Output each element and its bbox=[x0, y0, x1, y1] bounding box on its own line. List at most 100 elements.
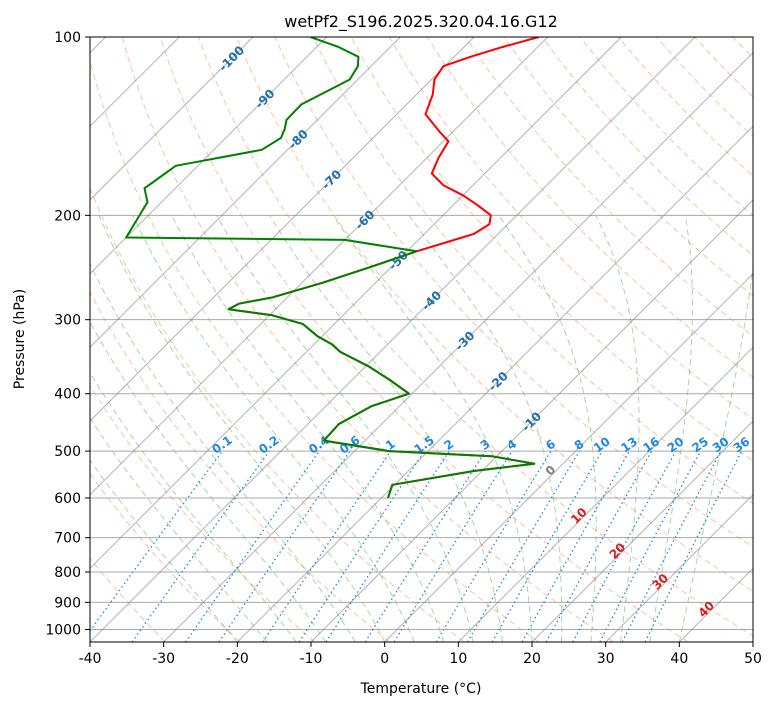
y-tick-label: 1000 bbox=[45, 622, 81, 638]
dry-adiabat bbox=[159, 37, 689, 642]
isotherm-line bbox=[90, 37, 401, 349]
mixing-ratio-line bbox=[599, 450, 702, 642]
moist-adiabat bbox=[98, 215, 386, 642]
moist-adiabat bbox=[649, 215, 693, 642]
isotherm-line bbox=[531, 420, 753, 642]
dry-adiabat bbox=[121, 37, 614, 642]
x-tick-label: 40 bbox=[670, 651, 688, 667]
mixing-ratio-label: 13 bbox=[618, 434, 640, 455]
isotherm-line bbox=[90, 37, 622, 570]
dry-adiabat bbox=[732, 37, 753, 59]
mixing-ratio-label: 25 bbox=[689, 434, 711, 455]
x-tick-label: -40 bbox=[79, 651, 102, 667]
x-tick-label: 0 bbox=[380, 651, 389, 667]
y-tick-label: 800 bbox=[54, 565, 81, 581]
moist-adiabat bbox=[216, 215, 474, 642]
x-tick-label: -30 bbox=[152, 651, 175, 667]
mixing-ratio-line bbox=[325, 450, 450, 642]
dry-adiabat bbox=[90, 59, 540, 642]
mixing-ratio-line bbox=[572, 450, 677, 642]
x-tick-label: 50 bbox=[744, 651, 762, 667]
dry-adiabat bbox=[388, 37, 753, 420]
isotherm-line bbox=[90, 37, 696, 642]
dry-adiabat bbox=[503, 37, 753, 297]
chart-title: wetPf2_S196.2025.320.04.16.G12 bbox=[284, 12, 558, 32]
moist-adiabat bbox=[171, 215, 445, 642]
dry-adiabat bbox=[236, 37, 753, 592]
isotherm-line bbox=[236, 125, 753, 642]
y-tick-label: 700 bbox=[54, 531, 81, 547]
y-axis-label: Pressure (hPa) bbox=[12, 289, 28, 389]
x-tick-label: -20 bbox=[226, 651, 249, 667]
moist-adiabat bbox=[678, 263, 753, 642]
y-tick-label: 600 bbox=[54, 491, 81, 507]
isotherm-line bbox=[90, 37, 549, 496]
mixing-ratio-label: 3 bbox=[478, 437, 493, 453]
isotherm-line bbox=[310, 199, 753, 642]
dry-adiabat bbox=[312, 37, 753, 505]
mixing-ratio-line bbox=[466, 450, 580, 642]
warm-isotherm-label: 20 bbox=[607, 540, 629, 562]
plot-frame bbox=[89, 36, 754, 643]
moist-adiabat bbox=[269, 215, 503, 642]
isotherm-line bbox=[678, 567, 753, 642]
mixing-ratio-line bbox=[435, 450, 552, 642]
moist-adiabat bbox=[332, 215, 533, 642]
dry-adiabat bbox=[274, 37, 753, 548]
isotherm-line bbox=[384, 272, 753, 642]
mixing-ratio-label: 10 bbox=[591, 434, 613, 455]
dry-adiabat bbox=[90, 291, 390, 642]
x-tick-label: 30 bbox=[597, 651, 615, 667]
mixing-ratio-line bbox=[364, 450, 486, 642]
mixing-ratio-label: 6 bbox=[543, 437, 558, 453]
moist-adiabat bbox=[90, 262, 356, 642]
y-tick-label: 400 bbox=[54, 387, 81, 403]
moist-adiabat bbox=[90, 371, 297, 642]
dry-adiabat bbox=[350, 37, 753, 462]
x-tick-label: -10 bbox=[300, 651, 323, 667]
dry-adiabat bbox=[465, 37, 753, 338]
dry-adiabat bbox=[90, 472, 241, 642]
mixing-ratio-label: 4 bbox=[504, 437, 519, 453]
y-tick-label: 100 bbox=[54, 30, 81, 46]
dry-adiabat bbox=[694, 37, 753, 98]
dry-adiabat bbox=[90, 186, 465, 642]
y-tick-label: 500 bbox=[54, 444, 81, 460]
mixing-ratio-label: 0.2 bbox=[256, 433, 281, 457]
x-tick-label: 10 bbox=[449, 651, 467, 667]
moist-adiabat bbox=[408, 215, 563, 642]
mixing-ratio-label: 20 bbox=[665, 434, 687, 455]
isotherm-line bbox=[605, 493, 753, 642]
moist-adiabat bbox=[595, 215, 640, 642]
mixing-ratio-line bbox=[185, 450, 320, 642]
isotherm-line bbox=[163, 51, 753, 642]
x-axis-label: Temperature (°C) bbox=[360, 681, 482, 697]
moist-adiabat bbox=[90, 417, 268, 642]
mixing-ratio-label: 2 bbox=[442, 437, 457, 453]
mixing-ratio-line bbox=[644, 450, 743, 642]
isotherm-line bbox=[752, 641, 753, 642]
mixing-ratio-label: 36 bbox=[731, 434, 753, 455]
moist-adiabat bbox=[90, 321, 327, 642]
mixing-ratio-line bbox=[298, 450, 425, 642]
axis-ticks: -40 -30 -20 -10 0 10 20 30 40 5010020030040050060… bbox=[45, 30, 762, 667]
dry-adiabat bbox=[426, 37, 753, 378]
mixing-ratio-line bbox=[131, 450, 270, 642]
isotherm-line bbox=[90, 37, 254, 201]
y-tick-label: 300 bbox=[54, 313, 81, 329]
warm-isotherm-label: 0 bbox=[543, 463, 559, 479]
moist-adiabat bbox=[90, 459, 238, 642]
mixing-ratio-line bbox=[90, 450, 223, 632]
isotherm-line bbox=[90, 37, 475, 422]
mixing-ratio-label: 30 bbox=[710, 434, 732, 455]
y-tick-label: 900 bbox=[54, 595, 81, 611]
dry-adiabat bbox=[541, 37, 753, 257]
moist-adiabat bbox=[132, 215, 415, 642]
dewpoint-profile bbox=[125, 37, 536, 499]
x-tick-label: 20 bbox=[523, 651, 541, 667]
mixing-ratio-label: 16 bbox=[640, 434, 662, 455]
mixing-ratio-line bbox=[218, 450, 351, 642]
y-tick-label: 200 bbox=[54, 208, 81, 224]
